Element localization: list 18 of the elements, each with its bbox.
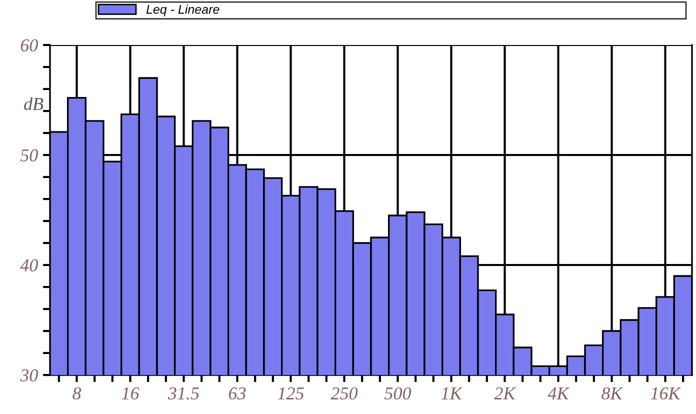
legend-label: Leq - Lineare (146, 4, 220, 16)
x-tick-label: 16K (650, 387, 682, 400)
y-tick-label: 30 (20, 369, 38, 382)
x-tick-label: 500 (384, 387, 412, 400)
x-tick-label: 4K (548, 387, 570, 400)
x-tick-label: 31.5 (168, 387, 200, 400)
x-tick-label: 125 (278, 387, 304, 400)
x-tick-label: 8K (602, 387, 624, 400)
x-tick-label: 16 (122, 387, 140, 400)
y-tick-label: 50 (20, 149, 38, 162)
x-tick-label: 8 (72, 387, 82, 400)
x-tick-label: 2K (494, 387, 516, 400)
y-tick-label: 40 (20, 259, 38, 272)
x-tick-label: 1K (441, 387, 463, 400)
x-tick-label: 63 (228, 387, 246, 400)
x-tick-label: 250 (330, 387, 358, 400)
y-tick-label: 60 (20, 39, 38, 52)
y-axis-title: dB (24, 97, 44, 110)
